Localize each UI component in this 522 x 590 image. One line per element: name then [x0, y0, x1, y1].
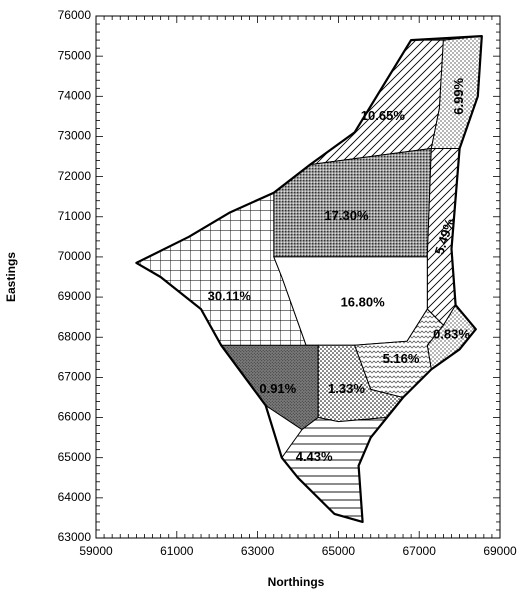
- x-tick-label: 59000: [79, 544, 113, 558]
- map-outline: [135, 34, 483, 524]
- region-label-6: 0.83%: [433, 327, 470, 342]
- y-tick-label: 75000: [58, 48, 92, 62]
- x-tick-label: 67000: [403, 544, 437, 558]
- region-label-7: 5.16%: [383, 351, 420, 366]
- x-tick-label: 69000: [483, 544, 517, 558]
- region-label-2: 17.30%: [324, 208, 369, 223]
- y-tick-label: 69000: [58, 289, 92, 303]
- region-label-4: 30.11%: [208, 289, 252, 304]
- region-10: [281, 416, 389, 523]
- region-label-10: 4.43%: [296, 449, 333, 464]
- x-axis-title: Northings: [268, 575, 325, 589]
- region-label-0: 10.65%: [361, 108, 406, 123]
- x-tick-label: 61000: [160, 544, 194, 558]
- y-tick-label: 64000: [58, 490, 92, 504]
- x-tick-label: 65000: [322, 544, 356, 558]
- y-tick-label: 63000: [58, 530, 92, 544]
- y-tick-label: 70000: [58, 249, 92, 263]
- region-label-1: 6.99%: [451, 77, 466, 114]
- y-tick-label: 74000: [58, 88, 92, 102]
- y-axis-title: Eastings: [4, 252, 18, 302]
- map-regions: [135, 34, 483, 524]
- y-tick-label: 68000: [58, 329, 92, 343]
- y-tick-label: 73000: [58, 129, 92, 143]
- y-tick-label: 65000: [58, 450, 92, 464]
- y-tick-label: 76000: [58, 8, 92, 22]
- axes: 59000 61000 63000 65000 67000 69000 63000 64000…: [58, 8, 517, 558]
- x-tick-label: 63000: [241, 544, 275, 558]
- y-tick-label: 67000: [58, 370, 92, 384]
- region-label-5: 16.80%: [341, 295, 386, 310]
- y-tick-label: 71000: [58, 209, 92, 223]
- y-tick-label: 72000: [58, 169, 92, 183]
- region-label-8: 0.91%: [259, 381, 296, 396]
- region-0: [309, 39, 444, 166]
- region-label-9: 1.33%: [328, 381, 365, 396]
- region-labels: 10.65%6.99%17.30%5.49%30.11% 16.80%0.83%5…: [208, 77, 471, 464]
- y-tick-label: 66000: [58, 410, 92, 424]
- region-2: [273, 147, 432, 258]
